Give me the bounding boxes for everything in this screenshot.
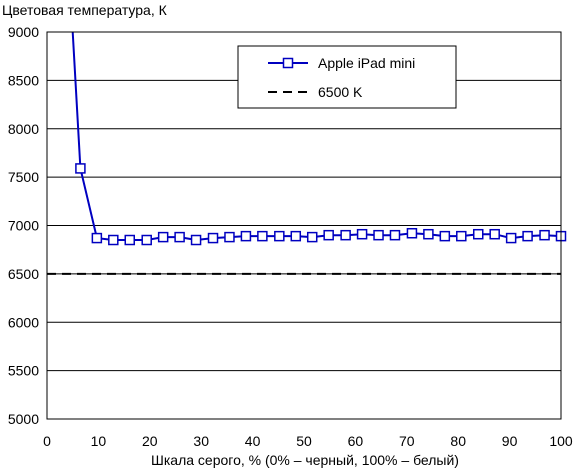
data-point (207, 232, 219, 244)
x-tick-label-10: 10 (91, 433, 107, 449)
y-tick-label-6500: 6500 (8, 266, 39, 282)
legend-ipad-label: Apple iPad mini (318, 55, 415, 71)
y-tick-label-6000: 6000 (8, 314, 39, 330)
x-tick-label-70: 70 (399, 433, 415, 449)
data-point (157, 231, 169, 243)
data-point (91, 232, 103, 244)
data-point (323, 229, 334, 241)
y-axis-label: Цветовая температура, К (2, 2, 168, 18)
x-tick-label-100: 100 (549, 433, 573, 449)
data-point (274, 230, 285, 242)
x-tick-label-30: 30 (193, 433, 209, 449)
legend-reference-label: 6500 K (318, 84, 363, 100)
data-point (190, 234, 202, 246)
x-tick-label-90: 90 (502, 433, 518, 449)
data-point (141, 234, 152, 246)
x-tick-label-60: 60 (348, 433, 364, 449)
y-tick-label-8000: 8000 (8, 121, 39, 137)
y-tick-label-5500: 5500 (8, 363, 39, 379)
y-tick-label-8500: 8500 (8, 72, 39, 88)
data-point (389, 229, 401, 241)
x-tick-labels: 0 10 20 30 40 50 60 70 80 90 100 (43, 433, 573, 449)
data-point (439, 230, 451, 242)
data-point (423, 228, 434, 240)
x-tick-label-80: 80 (450, 433, 466, 449)
legend-box (237, 45, 457, 109)
data-point (124, 234, 136, 246)
x-tick-label-0: 0 (43, 433, 51, 449)
data-point (373, 229, 384, 241)
y-tick-label-7000: 7000 (8, 218, 39, 234)
data-point (290, 230, 302, 242)
x-axis-label: Шкала серого, % (0% – черный, 100% – бел… (151, 452, 459, 468)
data-point (240, 230, 252, 242)
data-point (108, 234, 119, 246)
y-tick-label-9000: 9000 (8, 24, 39, 40)
legend-ipad-marker (282, 57, 294, 69)
data-point (306, 231, 318, 243)
data-point (406, 227, 418, 239)
y-tick-label-5000: 5000 (8, 411, 39, 427)
data-point (505, 232, 517, 244)
data-point (174, 231, 185, 243)
data-point (456, 230, 467, 242)
data-point (522, 230, 533, 242)
x-tick-label-50: 50 (296, 433, 312, 449)
data-point (489, 228, 500, 240)
data-point (472, 228, 484, 240)
plot-frame (46, 31, 562, 420)
legend: Apple iPad mini 6500 K (237, 45, 457, 109)
data-point (340, 229, 351, 241)
x-tick-label-40: 40 (245, 433, 261, 449)
data-point (257, 230, 268, 242)
y-tick-labels: 5000 5500 6000 6500 7000 7500 8000 8500 9000 (8, 24, 39, 427)
x-tick-label-20: 20 (142, 433, 158, 449)
data-point (75, 163, 86, 174)
data-point (224, 231, 235, 243)
data-point (539, 229, 550, 241)
y-tick-label-7500: 7500 (8, 169, 39, 185)
data-point (356, 228, 368, 240)
